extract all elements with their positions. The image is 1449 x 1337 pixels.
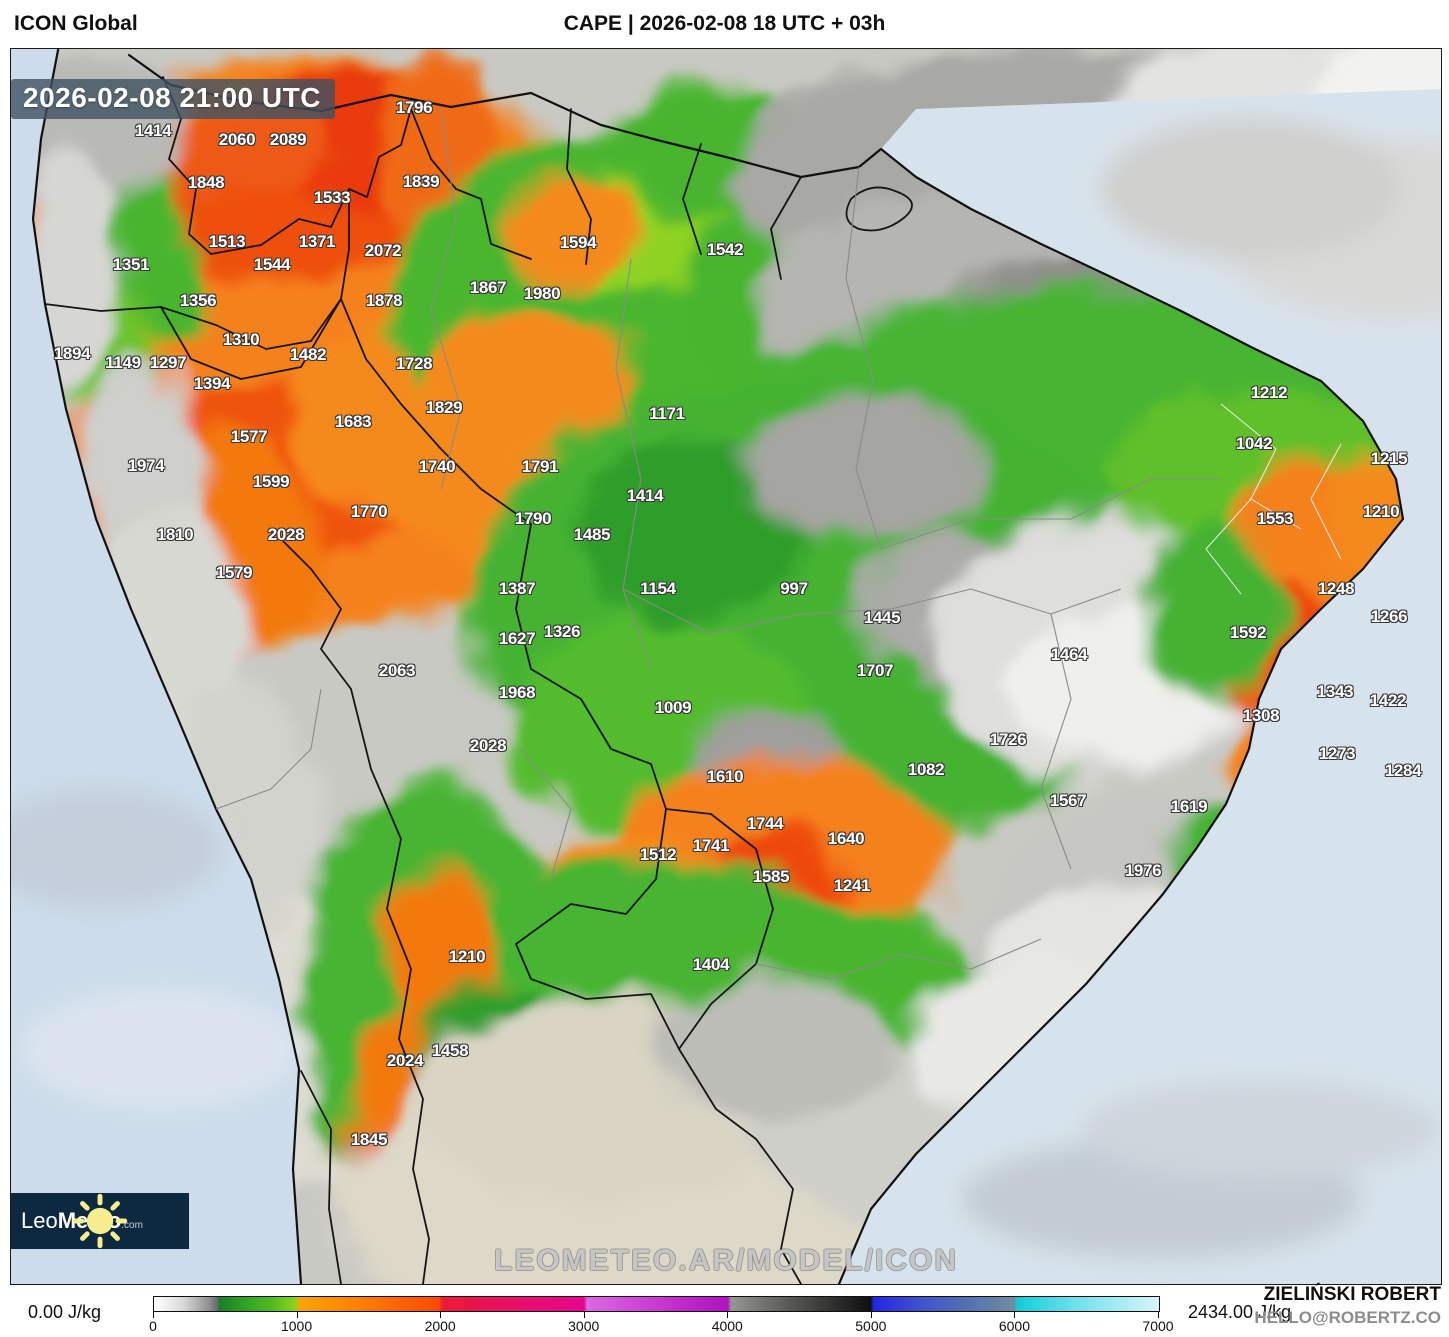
coastline-borders xyxy=(31,49,1405,1284)
timestamp-overlay: 2026-02-08 21:00 UTC xyxy=(11,79,335,119)
ocean-clouds xyxy=(11,119,1441,1259)
colorbar-tick xyxy=(296,1312,298,1318)
colorbar-tick xyxy=(870,1312,872,1318)
colorbar-tick xyxy=(440,1312,442,1318)
colorbar-max-value: 2434.00 J/kg xyxy=(1188,1302,1292,1322)
colorbar-tick-label: 4000 xyxy=(711,1318,743,1334)
leometeo-logo: LeoMeteo.com xyxy=(11,1193,189,1249)
colorbar-tick-label: 2000 xyxy=(424,1318,456,1334)
colorbar-tick xyxy=(1014,1312,1016,1318)
map-canvas xyxy=(11,49,1441,1284)
pacific-ocean xyxy=(11,49,301,1284)
colorbar xyxy=(153,1296,1160,1312)
weather-map[interactable]: 1414 2060 2089 1796 1848 1839 1533 1513 1371 2072… xyxy=(10,48,1442,1285)
cape-field xyxy=(11,49,1441,1284)
colorbar-tick-label: 1000 xyxy=(280,1318,313,1334)
country-borders xyxy=(44,76,913,1284)
state-borders xyxy=(215,108,1221,980)
sun-icon xyxy=(72,1193,128,1249)
logo-leo: Leo xyxy=(21,1208,58,1233)
colorbar-ticks: 0 1000 2000 3000 4000 5000 6000 7000 xyxy=(149,1312,1174,1337)
ne-state-borders xyxy=(1205,403,1342,595)
attribution-email: HELLO@ROBERTZ.CO xyxy=(1254,1308,1441,1327)
colorbar-tick-label: 7000 xyxy=(1142,1318,1174,1334)
attribution-name: ZIELIŃSKI ROBERT xyxy=(1263,1284,1441,1305)
watermark: LEOMETEO.AR/MODEL/ICON xyxy=(494,1244,958,1277)
model-name: ICON Global xyxy=(14,12,138,35)
colorbar-tick-label: 0 xyxy=(149,1318,157,1334)
colorbar-tick xyxy=(1158,1312,1159,1318)
colorbar-min-value: 0.00 J/kg xyxy=(28,1302,102,1322)
colorbar-tick xyxy=(583,1312,585,1318)
colorbar-tick xyxy=(153,1312,154,1318)
colorbar-tick-label: 5000 xyxy=(855,1318,887,1334)
colorbar-tick xyxy=(727,1312,729,1318)
colorbar-tick-label: 3000 xyxy=(568,1318,600,1334)
page-title: CAPE | 2026-02-08 18 UTC + 03h xyxy=(563,12,886,35)
atlantic-ocean xyxy=(839,89,1441,1284)
logo-tld: .com xyxy=(121,1220,143,1231)
colorbar-tick-label: 6000 xyxy=(998,1318,1030,1334)
